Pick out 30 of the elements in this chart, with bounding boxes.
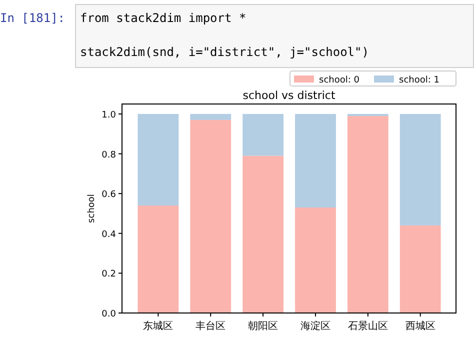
bar: [242, 156, 284, 313]
x-tick-label: 朝阳区: [248, 320, 278, 332]
x-tick-label: 西城区: [405, 320, 436, 332]
bar: [400, 114, 441, 226]
bar: [138, 114, 179, 206]
bar: [347, 116, 388, 313]
y-tick-label: 0.8: [102, 150, 116, 160]
y-tick-label: 0.2: [102, 270, 116, 280]
text: stack2dim(snd, i="district", j="school"): [80, 45, 369, 59]
bar: [190, 114, 232, 120]
bar: [295, 114, 336, 208]
bar: [242, 114, 284, 156]
y-tick-label: 1.0: [102, 110, 116, 120]
bar: [295, 208, 336, 313]
y-axis-title: school: [87, 194, 97, 223]
chart-title: school vs district: [242, 89, 336, 102]
x-tick-label: 丰台区: [196, 320, 226, 332]
bar: [400, 225, 441, 313]
text: In [181]:: [0, 11, 66, 25]
x-tick-label: 石景山区: [348, 320, 388, 332]
bar: [138, 206, 179, 313]
y-tick-label: 0.6: [102, 190, 116, 200]
x-tick-label: 海淀区: [300, 320, 330, 332]
y-tick-label: 0.0: [102, 310, 116, 320]
y-tick-label: 0.4: [102, 230, 116, 240]
x-tick-label: 东城区: [143, 320, 174, 332]
text: from stack2dim import *: [80, 11, 246, 25]
bar: [190, 120, 232, 313]
legend-label: school: 0: [319, 76, 360, 86]
legend-label: school: 1: [399, 76, 440, 86]
